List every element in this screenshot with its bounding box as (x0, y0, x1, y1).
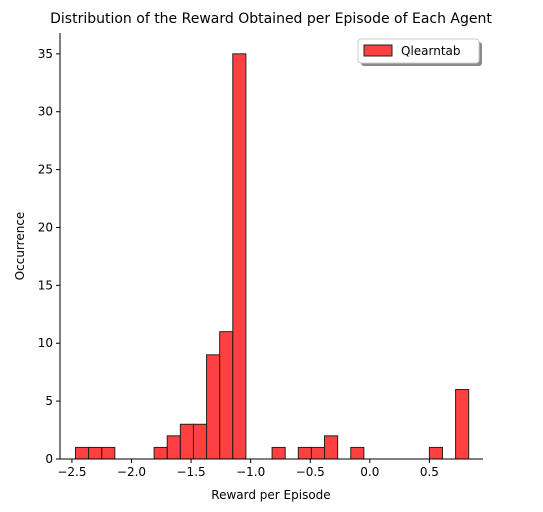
histogram-bar (192, 423, 208, 460)
legend-label: Qlearntab (401, 44, 461, 58)
histogram-bar (428, 446, 443, 460)
histogram-bar (166, 435, 181, 460)
y-tick-label: 15 (38, 278, 53, 292)
histogram-bar (297, 446, 312, 460)
y-tick-label: 0 (45, 452, 53, 466)
y-tick-label: 35 (38, 47, 53, 61)
histogram-bar (206, 354, 221, 460)
y-axis-label: Occurrence (13, 212, 27, 281)
histogram-bar (350, 446, 365, 460)
x-tick-label: −1.0 (236, 465, 265, 479)
y-axis-ticks: 0 5 10 15 20 25 30 35 (38, 47, 60, 466)
chart-title: Distribution of the Reward Obtained per … (50, 11, 492, 27)
x-tick-label: −0.5 (296, 465, 325, 479)
x-tick-label: −2.5 (57, 465, 86, 479)
y-tick-label: 30 (38, 105, 53, 119)
histogram-bar (232, 53, 247, 460)
x-tick-label: −1.5 (177, 465, 206, 479)
histogram-bar (324, 435, 339, 460)
legend: Qlearntab (357, 38, 482, 66)
x-axis-ticks: −2.5 −2.0 −1.5 −1.0 −0.5 0.0 0.5 (57, 459, 439, 479)
histogram-bar (310, 446, 326, 460)
legend-swatch (363, 44, 393, 57)
histogram-bar (219, 331, 234, 460)
x-tick-label: 0.0 (360, 465, 379, 479)
x-tick-label: 0.5 (420, 465, 439, 479)
x-axis-label: Reward per Episode (211, 488, 330, 502)
histogram-bars (74, 53, 470, 460)
x-tick-label: −2.0 (117, 465, 146, 479)
y-tick-label: 25 (38, 163, 53, 177)
y-tick-label: 5 (45, 394, 53, 408)
histogram-bar (455, 389, 470, 460)
histogram-bar (101, 446, 116, 460)
histogram-bar (153, 446, 168, 460)
histogram-bar (271, 446, 286, 460)
y-tick-label: 10 (38, 336, 53, 350)
y-tick-label: 20 (38, 220, 53, 234)
histogram-bar (179, 423, 194, 460)
histogram-bar (74, 446, 90, 460)
histogram-bar (88, 446, 103, 460)
